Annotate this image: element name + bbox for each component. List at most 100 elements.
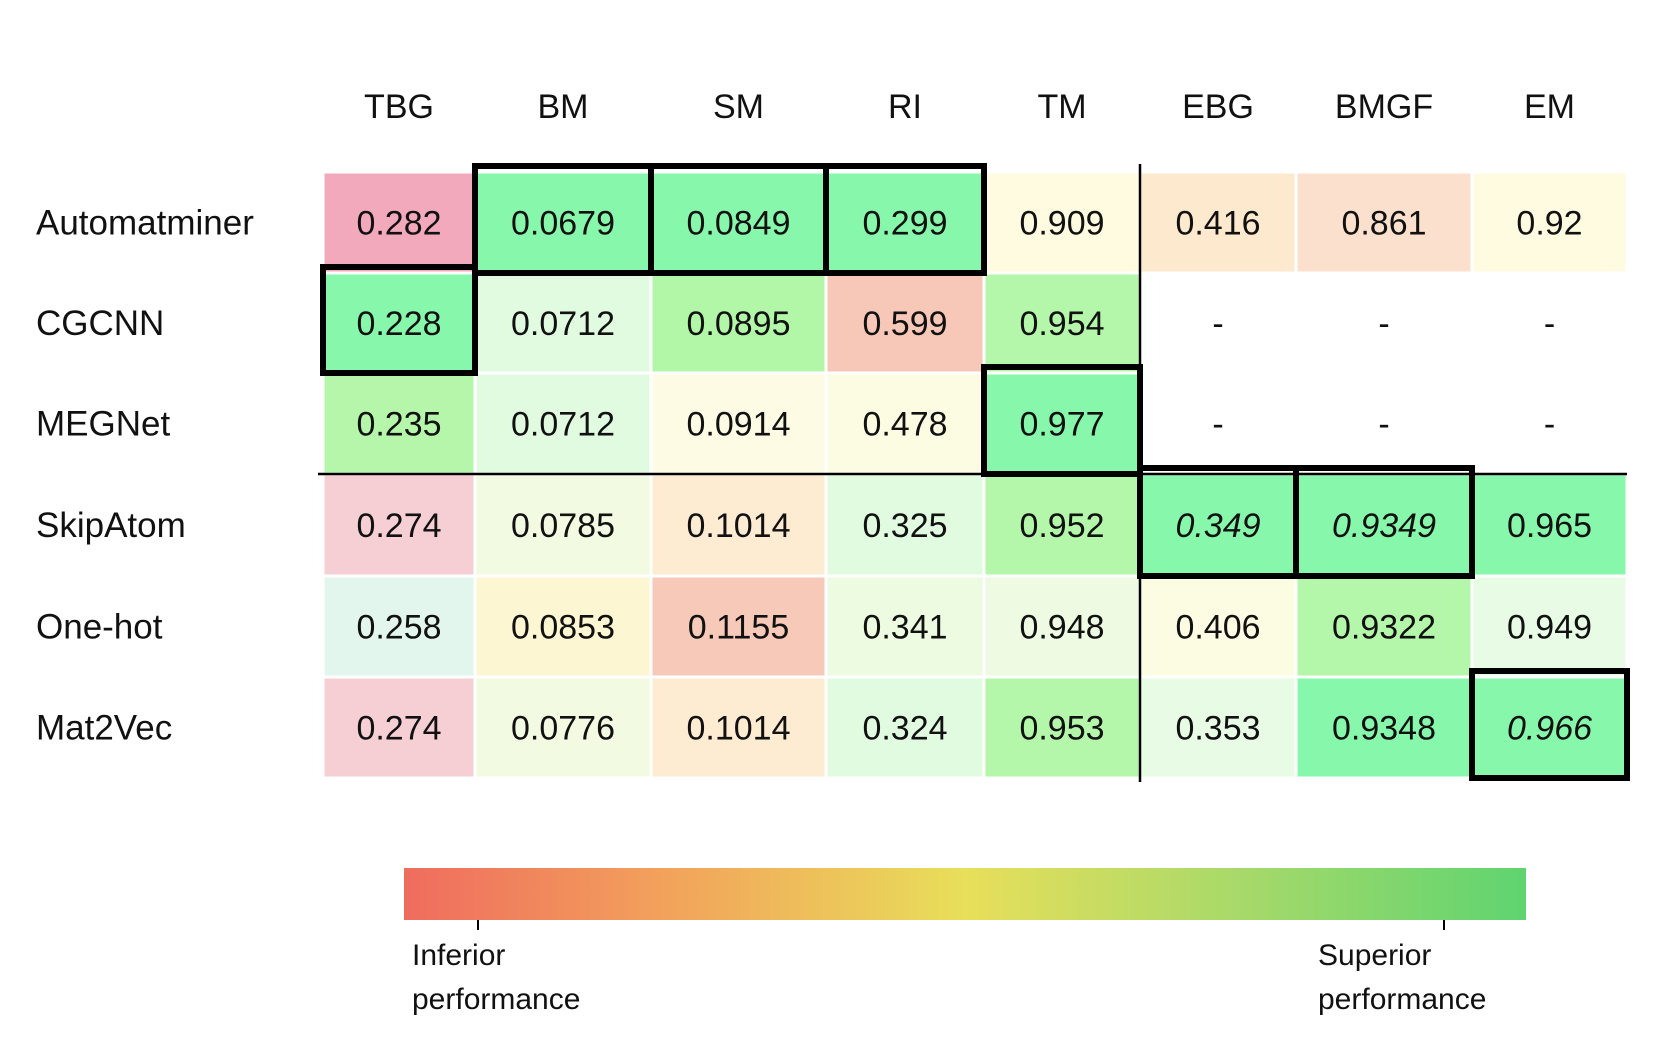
cell-value-megnet-tbg: 0.235 [356, 406, 441, 444]
cell-value-mat2vec-bm: 0.0776 [511, 710, 615, 748]
cell-automatminer-sm [652, 173, 825, 272]
cell-megnet-tbg [324, 374, 474, 473]
cell-value-cgcnn-tbg: 0.228 [356, 305, 441, 343]
cell-mat2vec-sm [652, 678, 825, 777]
cell-cgcnn-em [1473, 274, 1626, 372]
cell-automatminer-ebg [1141, 173, 1295, 272]
cell-automatminer-em [1473, 173, 1626, 272]
best-value-boxes [320, 163, 1630, 781]
cell-value-automatminer-ri: 0.299 [862, 205, 947, 243]
cell-value-cgcnn-ri: 0.599 [862, 305, 947, 343]
cell-value-one-hot-tm: 0.948 [1019, 609, 1104, 647]
cell-skipatom-bmgf [1297, 475, 1471, 575]
cell-skipatom-tm [985, 475, 1139, 575]
cell-value-automatminer-em: 0.92 [1516, 205, 1582, 243]
cell-value-skipatom-tm: 0.952 [1019, 507, 1104, 545]
cell-megnet-tm [985, 374, 1139, 473]
cell-value-automatminer-tm: 0.909 [1019, 205, 1104, 243]
cell-mat2vec-tm [985, 678, 1139, 777]
cell-one-hot-tm [985, 577, 1139, 676]
cell-value-cgcnn-bm: 0.0712 [511, 305, 615, 343]
cell-value-cgcnn-tm: 0.954 [1019, 305, 1104, 343]
cell-value-automatminer-ebg: 0.416 [1175, 205, 1260, 243]
column-label-tbg: TBG [364, 88, 434, 126]
cell-value-automatminer-bmgf: 0.861 [1341, 205, 1426, 243]
cell-skipatom-bm [476, 475, 650, 575]
cell-one-hot-sm [652, 577, 825, 676]
cell-value-megnet-tm: 0.977 [1019, 406, 1104, 444]
cell-cgcnn-tbg [324, 274, 474, 372]
cell-cgcnn-sm [652, 274, 825, 372]
best-box-megnet-tm [981, 364, 1143, 477]
column-label-ebg: EBG [1182, 88, 1254, 126]
cell-value-one-hot-ri: 0.341 [862, 609, 947, 647]
cell-value-mat2vec-bmgf: 0.9348 [1332, 710, 1436, 748]
best-box-skipatom-bmgf [1293, 465, 1475, 579]
cell-mat2vec-ebg [1141, 678, 1295, 777]
cell-value-skipatom-sm: 0.1014 [687, 507, 791, 545]
cell-value-skipatom-bm: 0.0785 [511, 507, 615, 545]
best-box-cgcnn-tbg [320, 264, 478, 376]
cell-automatminer-tm [985, 173, 1139, 272]
best-box-mat2vec-em [1469, 668, 1630, 781]
cell-one-hot-em [1473, 577, 1626, 676]
column-label-sm: SM [713, 88, 764, 126]
cell-value-skipatom-ebg: 0.349 [1175, 507, 1260, 545]
cell-value-cgcnn-ebg: - [1212, 305, 1223, 343]
cell-one-hot-bm [476, 577, 650, 676]
column-label-bmgf: BMGF [1335, 88, 1433, 126]
colorscale-low-label: Inferior performance [412, 939, 580, 1016]
cell-value-automatminer-sm: 0.0849 [687, 205, 791, 243]
row-label-cgcnn: CGCNN [36, 304, 164, 343]
best-box-automatminer-ri [823, 163, 987, 276]
column-label-bm: BM [538, 88, 589, 126]
cell-automatminer-bm [476, 173, 650, 272]
cell-value-skipatom-em: 0.965 [1507, 507, 1592, 545]
cell-automatminer-bmgf [1297, 173, 1471, 272]
row-label-mat2vec: Mat2Vec [36, 709, 172, 748]
cell-value-one-hot-bmgf: 0.9322 [1332, 609, 1436, 647]
cell-value-megnet-bmgf: - [1378, 406, 1389, 444]
cell-mat2vec-ri [827, 678, 983, 777]
cell-automatminer-ri [827, 173, 983, 272]
cell-mat2vec-bm [476, 678, 650, 777]
cell-value-one-hot-em: 0.949 [1507, 609, 1592, 647]
colorscale-legend: Inferior performance Superior performance [404, 868, 1526, 1016]
cell-value-mat2vec-ebg: 0.353 [1175, 710, 1260, 748]
colorscale-high-label: Superior performance [1318, 939, 1486, 1016]
cell-value-one-hot-ebg: 0.406 [1175, 609, 1260, 647]
cell-megnet-ebg [1141, 374, 1295, 473]
cell-one-hot-tbg [324, 577, 474, 676]
cell-value-skipatom-tbg: 0.274 [356, 507, 441, 545]
cell-value-skipatom-bmgf: 0.9349 [1332, 507, 1436, 545]
cell-megnet-bm [476, 374, 650, 473]
cell-value-megnet-ebg: - [1212, 406, 1223, 444]
column-label-tm: TM [1037, 88, 1086, 126]
cell-value-megnet-ri: 0.478 [862, 406, 947, 444]
cell-value-megnet-em: - [1544, 406, 1555, 444]
row-label-skipatom: SkipAtom [36, 506, 186, 545]
row-label-megnet: MEGNet [36, 405, 170, 444]
row-label-automatminer: Automatminer [36, 204, 254, 243]
cell-one-hot-ri [827, 577, 983, 676]
cell-mat2vec-bmgf [1297, 678, 1471, 777]
cell-value-cgcnn-em: - [1544, 305, 1555, 343]
cell-cgcnn-ri [827, 274, 983, 372]
cell-megnet-em [1473, 374, 1626, 473]
cell-value-one-hot-sm: 0.1155 [688, 609, 789, 647]
cell-value-one-hot-tbg: 0.258 [356, 609, 441, 647]
cell-value-skipatom-ri: 0.325 [862, 507, 947, 545]
cell-value-one-hot-bm: 0.0853 [511, 609, 615, 647]
cell-skipatom-ri [827, 475, 983, 575]
cell-value-mat2vec-sm: 0.1014 [687, 710, 791, 748]
cell-one-hot-ebg [1141, 577, 1295, 676]
cell-value-automatminer-bm: 0.0679 [511, 205, 615, 243]
cell-skipatom-tbg [324, 475, 474, 575]
cell-value-mat2vec-em: 0.966 [1507, 710, 1592, 748]
cell-value-megnet-bm: 0.0712 [511, 406, 615, 444]
heatmap-labels: TBG BM SM RI TM EBG BMGF EM Automatminer CGCNN MEG… [36, 88, 1592, 748]
cell-megnet-sm [652, 374, 825, 473]
cell-cgcnn-ebg [1141, 274, 1295, 372]
cell-cgcnn-bmgf [1297, 274, 1471, 372]
